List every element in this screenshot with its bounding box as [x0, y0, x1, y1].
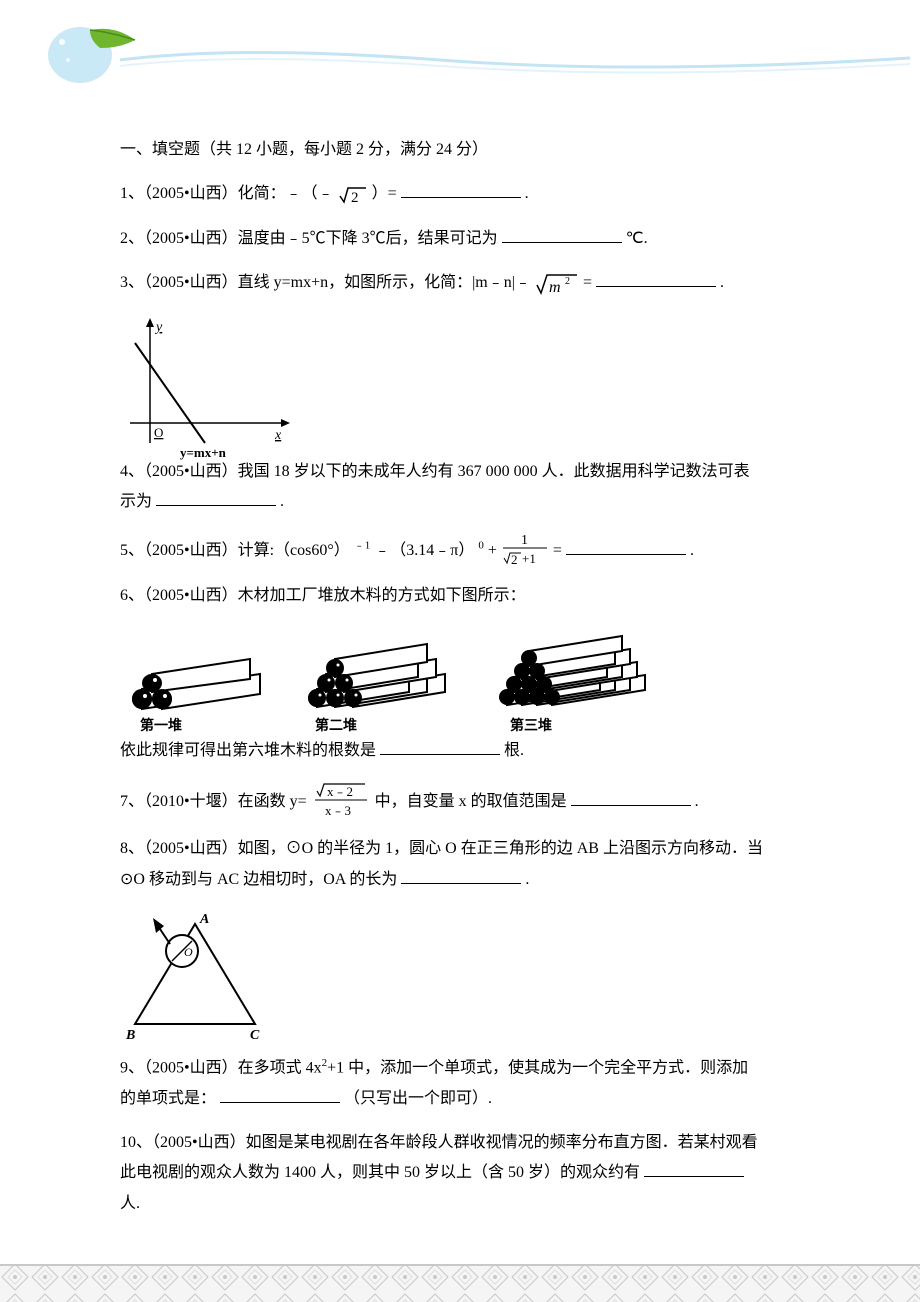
question-7: 7、（2010•十堰）在函数 y= x﹣2 x﹣3 中，自变量 x 的取值范围是… — [120, 780, 800, 820]
question-2: 2、（2005•山西）温度由﹣5℃下降 3℃后，结果可记为 ℃. — [120, 224, 800, 254]
q9-text-c: 的单项式是： — [120, 1090, 216, 1107]
frac-icon: 1 2 +1 — [501, 531, 549, 567]
q4-tail: . — [280, 493, 284, 510]
q9-blank — [220, 1086, 340, 1103]
triangle-svg: A B C O — [120, 909, 270, 1049]
q10-text-b: 此电视剧的观众人数为 1400 人，则其中 50 岁以上（含 50 岁）的观众约… — [120, 1164, 640, 1181]
q7-blank — [571, 789, 691, 806]
question-5: 5、（2005•山西）计算:（cos60°） ﹣1 ﹣（3.14﹣π） 0 + … — [120, 531, 800, 567]
q3-blank — [596, 270, 716, 287]
footer-pattern — [0, 1262, 920, 1302]
q8-text-b: ⊙O 移动到与 AC 边相切时，OA 的长为 — [120, 871, 397, 888]
q4-text-a: 4、（2005•山西）我国 18 岁以下的未成年人约有 367 000 000 … — [120, 463, 750, 480]
question-9: 9、（2005•山西）在多项式 4x2+1 中，添加一个单项式，使其成为一个完全… — [120, 1053, 800, 1114]
q5-blank — [566, 538, 686, 555]
q3-eq: = — [583, 274, 592, 291]
q7-num: x﹣2 — [327, 784, 353, 799]
q5-plus: + — [488, 542, 497, 559]
q10-text-a: 10、（2005•山西）如图是某电视剧在各年龄段人群收视情况的频率分布直方图．若… — [120, 1134, 758, 1151]
q10-text-c: 人. — [120, 1195, 140, 1212]
q7-frac: x﹣2 x﹣3 — [311, 780, 371, 820]
q1-blank — [401, 181, 521, 198]
x-label: x — [274, 428, 282, 443]
q3-graph: y x O y=mx+n — [120, 313, 800, 463]
question-3: 3、（2005•山西）直线 y=mx+n，如图所示，化简：|m﹣n|﹣ m 2 … — [120, 268, 800, 298]
section-title: 一、填空题（共 12 小题，每小题 2 分，满分 24 分） — [120, 135, 800, 165]
m-exp: 2 — [565, 276, 570, 287]
q7-tail: . — [695, 793, 699, 810]
q6-line2: 依此规律可得出第六堆木料的根数是 根. — [120, 736, 800, 766]
q7-mid: 中，自变量 x 的取值范围是 — [375, 793, 567, 810]
label-B: B — [125, 1028, 135, 1043]
q6-text2b: 根. — [504, 742, 524, 759]
header-logo — [40, 20, 920, 90]
sqrt2-icon: 2 — [338, 184, 368, 206]
q5-mid: ﹣（3.14﹣π） — [374, 542, 474, 559]
question-10: 10、（2005•山西）如图是某电视剧在各年龄段人群收视情况的频率分布直方图．若… — [120, 1128, 800, 1219]
q9-text-b: +1 中，添加一个单项式，使其成为一个完全平方式．则添加 — [327, 1059, 748, 1076]
content-area: 一、填空题（共 12 小题，每小题 2 分，满分 24 分） 1、（2005•山… — [0, 0, 920, 1273]
exam-page: 一、填空题（共 12 小题，每小题 2 分，满分 24 分） 1、（2005•山… — [0, 0, 920, 1302]
q1-tail: . — [525, 185, 529, 202]
q9-text-a: 9、（2005•山西）在多项式 4x — [120, 1059, 322, 1076]
q7-text: 7、（2010•十堰）在函数 y= — [120, 793, 307, 810]
m-text: m — [549, 279, 561, 296]
sqrt-m2-icon: m 2 — [535, 271, 579, 297]
q2-tail: ℃. — [626, 230, 648, 247]
q4-blank — [156, 489, 276, 506]
q3-tail: . — [720, 274, 724, 291]
frac-num: 1 — [521, 533, 528, 548]
origin-label: O — [154, 425, 163, 440]
question-1: 1、（2005•山西）化简：﹣（﹣ 2 ）= . — [120, 179, 800, 209]
sqrt2-val: 2 — [351, 190, 359, 206]
q6-text: 6、（2005•山西）木材加工厂堆放木料的方式如下图所示： — [120, 587, 526, 604]
q4-text-b: 示为 — [120, 493, 152, 510]
frac-den-b: +1 — [522, 551, 536, 566]
q9-tail: （只写出一个即可）. — [344, 1090, 492, 1107]
question-4: 4、（2005•山西）我国 18 岁以下的未成年人约有 367 000 000 … — [120, 457, 800, 518]
q6-blank — [380, 738, 500, 755]
label-C: C — [250, 1028, 260, 1043]
q1-text-a: 1、（2005•山西）化简：﹣（﹣ — [120, 185, 334, 202]
y-label: y — [154, 320, 163, 335]
q1-text-b: ）= — [372, 185, 397, 202]
frac-den-a: 2 — [511, 552, 518, 567]
q7-den: x﹣3 — [325, 803, 351, 818]
q3-text: 3、（2005•山西）直线 y=mx+n，如图所示，化简：|m﹣n|﹣ — [120, 274, 531, 291]
q6-text2a: 依此规律可得出第六堆木料的根数是 — [120, 742, 376, 759]
q8-text-a: 8、（2005•山西）如图，⊙O 的半径为 1，圆心 O 在正三角形的边 AB … — [120, 840, 763, 857]
pile3-label: 第三堆 — [510, 717, 552, 734]
q10-blank — [644, 1160, 744, 1177]
question-8: 8、（2005•山西）如图，⊙O 的半径为 1，圆心 O 在正三角形的边 AB … — [120, 834, 800, 895]
line-graph-svg: y x O y=mx+n — [120, 313, 300, 463]
q8-figure: A B C O — [120, 909, 800, 1049]
q5-text: 5、（2005•山西）计算:（cos60°） — [120, 542, 350, 559]
q5-exp2: 0 — [478, 540, 484, 552]
wood-piles-svg: 第一堆 — [120, 626, 680, 736]
pile1-label: 第一堆 — [140, 717, 182, 734]
footer-svg — [0, 1262, 920, 1302]
label-A: A — [199, 912, 209, 927]
q5-exp1: ﹣1 — [354, 540, 371, 552]
pile2-label: 第二堆 — [315, 717, 357, 734]
q8-blank — [401, 867, 521, 884]
q8-tail: . — [525, 871, 529, 888]
q2-text: 2、（2005•山西）温度由﹣5℃下降 3℃后，结果可记为 — [120, 230, 498, 247]
wood-piles: 第一堆 — [120, 626, 800, 736]
q5-tail: . — [690, 542, 694, 559]
q5-eq: = — [553, 542, 562, 559]
q2-blank — [502, 226, 622, 243]
label-O: O — [184, 945, 193, 959]
question-6: 6、（2005•山西）木材加工厂堆放木料的方式如下图所示： — [120, 581, 800, 611]
logo-svg — [40, 20, 920, 90]
